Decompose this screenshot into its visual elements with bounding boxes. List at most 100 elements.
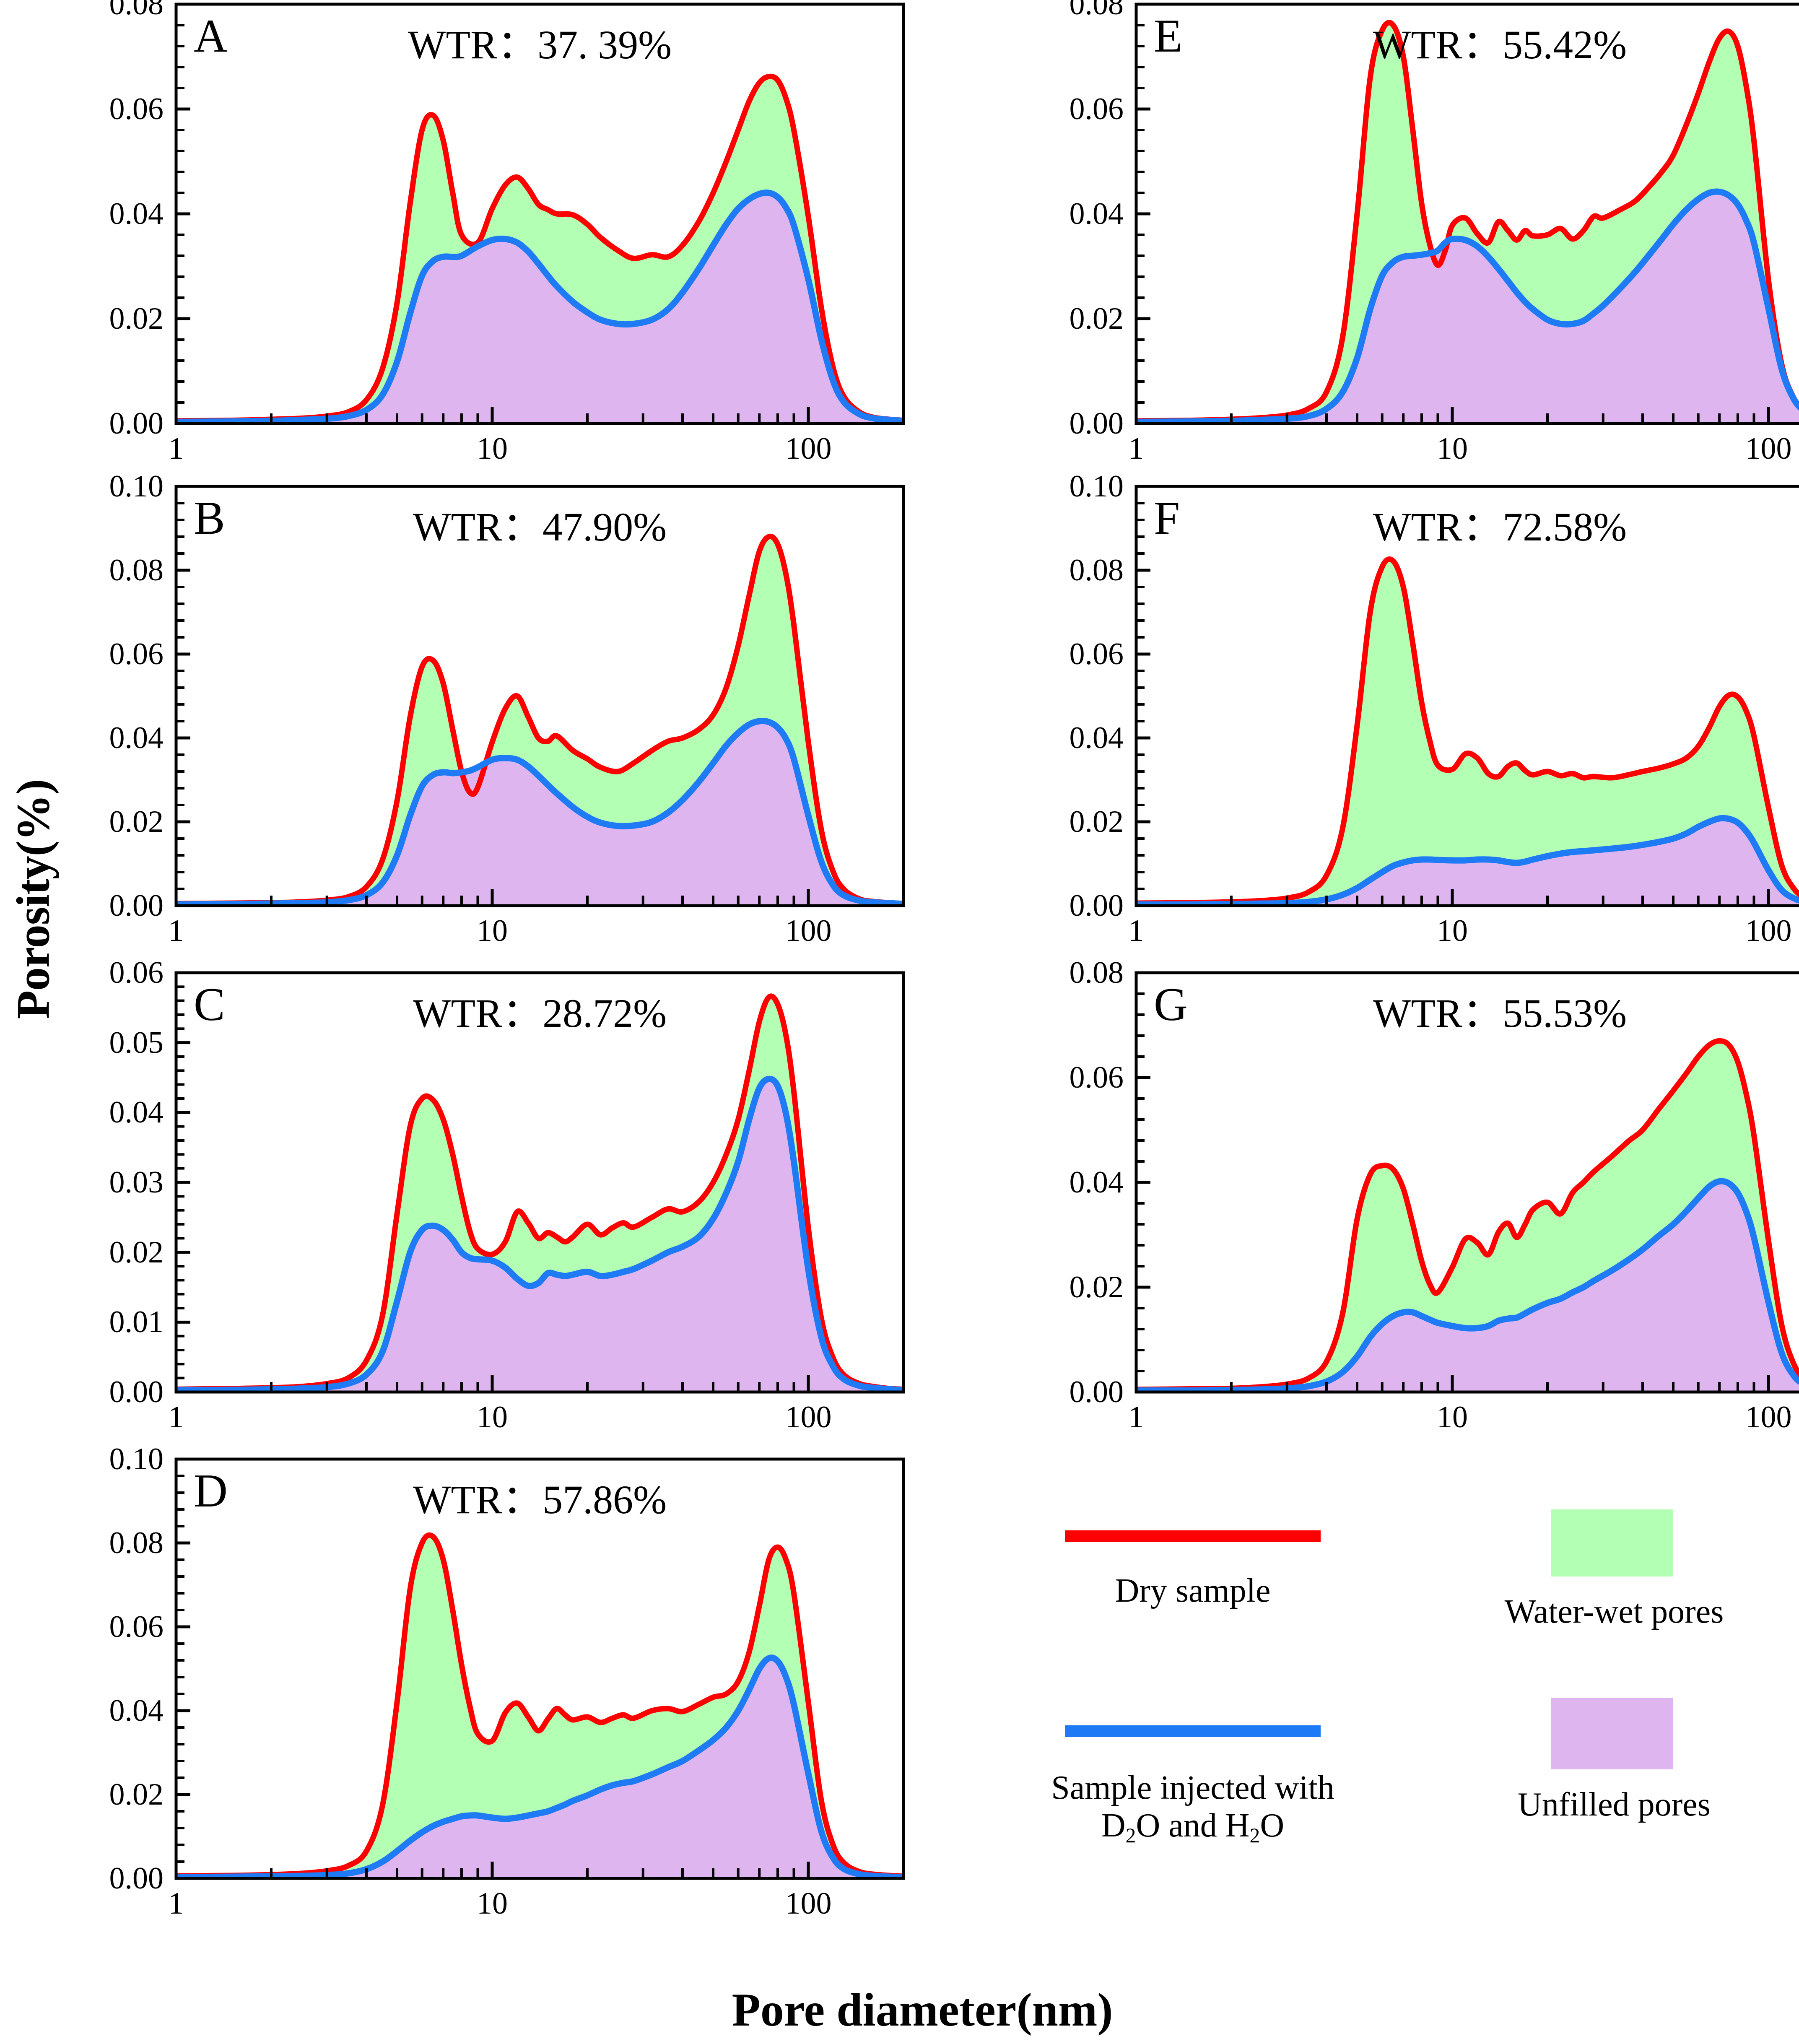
plot-frame xyxy=(174,485,905,907)
injected-sample-curve xyxy=(176,1654,903,1878)
y-tick-label: 0.10 xyxy=(109,469,164,504)
y-tick-label: 0.01 xyxy=(109,1305,164,1340)
y-tick-label: 0.08 xyxy=(1069,553,1124,587)
y-tick-label: 0.03 xyxy=(109,1165,164,1200)
x-tick-label: 10 xyxy=(477,914,508,948)
y-tick-label: 0.00 xyxy=(109,1375,164,1409)
wtr-label-g: WTR：55.53% xyxy=(1373,991,1627,1036)
x-tick-label: 100 xyxy=(785,1400,832,1434)
y-tick-label: 0.02 xyxy=(109,1235,164,1270)
unfilled-pores-area xyxy=(176,1657,903,1878)
x-tick-label: 10 xyxy=(477,1886,508,1921)
y-tick-label: 0.04 xyxy=(109,1693,164,1728)
dry-sample-curve xyxy=(176,993,903,1392)
y-tick-label: 0.02 xyxy=(109,1777,164,1812)
y-tick-label: 0.02 xyxy=(1069,1270,1124,1304)
y-tick-label: 0.00 xyxy=(1069,888,1124,923)
wtr-label-e: WTR：55.42% xyxy=(1373,22,1627,67)
dry-sample-curve xyxy=(1136,556,1799,906)
x-tick-label: 100 xyxy=(1745,1400,1792,1434)
chart-panel-b: 0.00 0.02 0.04 0.06 0.08 0.10 1 10 100 B WTR：47.90… xyxy=(109,469,905,948)
y-tick-label: 0.04 xyxy=(109,197,164,231)
x-tick-label: 1 xyxy=(168,431,184,466)
panel-letter-g: G xyxy=(1154,979,1188,1031)
panel-letter-d: D xyxy=(194,1465,228,1517)
injected-sample-curve xyxy=(176,190,903,423)
y-tick-label: 0.02 xyxy=(1069,301,1124,336)
y-tick-label: 0.00 xyxy=(109,888,164,923)
wtr-label-b: WTR：47.90% xyxy=(413,504,667,549)
dry-sample-curve xyxy=(176,73,903,423)
panel-letter-e: E xyxy=(1154,10,1183,62)
dry-sample-curve xyxy=(1136,1038,1799,1392)
x-tick-label: 1 xyxy=(1128,914,1144,948)
plot-frame xyxy=(1134,485,1799,907)
water-wet-pores-area xyxy=(1136,559,1799,905)
x-tick-label: 100 xyxy=(785,1886,832,1921)
x-tick-label: 100 xyxy=(785,914,832,948)
injected-sample-curve xyxy=(176,1075,903,1392)
legend-dry-sample-line xyxy=(1065,1530,1321,1542)
y-tick-label: 0.04 xyxy=(1069,197,1124,231)
x-tick-label: 100 xyxy=(785,431,832,466)
y-tick-label: 0.00 xyxy=(109,1861,164,1896)
y-tick-label: 0.02 xyxy=(109,301,164,336)
y-tick-label: 0.04 xyxy=(109,721,164,755)
y-tick-label: 0.00 xyxy=(109,406,164,441)
dry-sample-curve xyxy=(1136,20,1799,423)
unfilled-pores-area xyxy=(1136,1181,1799,1392)
chart-panel-d: 0.00 0.02 0.04 0.06 0.08 0.10 1 10 100 D WTR：57.86… xyxy=(109,1442,905,1921)
panel-letter-f: F xyxy=(1154,492,1180,544)
x-axis-title: Pore diameter(nm) xyxy=(732,1984,1113,2036)
y-tick-label: 0.08 xyxy=(1069,956,1124,990)
y-tick-label: 0.04 xyxy=(109,1095,164,1130)
y-tick-label: 0.02 xyxy=(1069,805,1124,839)
chart-panel-a: 0.00 0.02 0.04 0.06 0.08 1 10 100 A WTR：37. 39% xyxy=(109,0,905,466)
y-tick-label: 0.10 xyxy=(109,1442,164,1476)
legend-unfilled-pores-swatch xyxy=(1551,1698,1673,1769)
x-tick-label: 1 xyxy=(1128,1400,1144,1434)
injected-sample-curve xyxy=(1136,188,1799,423)
x-tick-label: 10 xyxy=(477,1400,508,1434)
water-wet-pores-area xyxy=(1136,1041,1799,1391)
y-tick-label: 0.10 xyxy=(1069,469,1124,504)
unfilled-pores-area xyxy=(176,1079,903,1392)
dry-sample-curve xyxy=(176,533,903,906)
chart-panel-e: 0.00 0.02 0.04 0.06 0.08 1 10 100 E WTR：55.42% xyxy=(1070,0,1799,466)
y-tick-label: 0.04 xyxy=(1069,1165,1124,1200)
x-tick-label: 100 xyxy=(1745,431,1792,466)
panel-letter-b: B xyxy=(194,492,225,544)
water-wet-pores-area xyxy=(176,76,903,422)
y-tick-label: 0.06 xyxy=(1069,92,1124,126)
injected-sample-curve xyxy=(1136,1178,1799,1392)
y-tick-label: 0.00 xyxy=(1069,406,1124,441)
y-tick-label: 0.04 xyxy=(1069,721,1124,755)
legend-unfilled-pores-label: Unfilled pores xyxy=(1518,1786,1711,1823)
y-tick-label: 0.00 xyxy=(1069,1375,1124,1409)
chart-panel-g: 0.00 0.02 0.04 0.06 0.08 1 10 100 G WTR：55.53% xyxy=(1070,956,1799,1434)
y-tick-label: 0.06 xyxy=(109,1610,164,1644)
injected-sample-curve xyxy=(1136,815,1799,906)
legend-injected-sample-line xyxy=(1065,1725,1321,1737)
x-tick-label: 10 xyxy=(1437,431,1468,466)
wtr-label-d: WTR：57.86% xyxy=(413,1477,667,1522)
y-tick-label: 0.06 xyxy=(109,92,164,126)
chart-panel-f: 0.00 0.02 0.04 0.06 0.08 0.10 1 10 100 F WTR：72.58… xyxy=(1070,469,1799,948)
y-tick-label: 0.08 xyxy=(109,553,164,587)
unfilled-pores-area xyxy=(1136,192,1799,423)
y-tick-label: 0.06 xyxy=(109,637,164,671)
x-tick-label: 1 xyxy=(168,914,184,948)
x-tick-label: 1 xyxy=(168,1886,184,1921)
x-tick-label: 10 xyxy=(1437,914,1468,948)
x-tick-label: 100 xyxy=(1745,914,1792,948)
legend-water-wet-pores-swatch xyxy=(1551,1509,1673,1577)
panel-letter-c: C xyxy=(194,979,225,1031)
y-tick-label: 0.06 xyxy=(1069,1060,1124,1095)
x-tick-label: 1 xyxy=(1128,431,1144,466)
panel-letter-a: A xyxy=(194,10,228,62)
legend-water-wet-pores-label: Water-wet pores xyxy=(1504,1593,1724,1630)
chart-panel-c: 0.00 0.01 0.02 0.03 0.04 0.05 0.06 1 10 100 C WTR：2… xyxy=(109,956,905,1434)
unfilled-pores-area xyxy=(176,721,903,906)
y-tick-label: 0.02 xyxy=(109,805,164,839)
y-tick-label: 0.08 xyxy=(109,1526,164,1560)
